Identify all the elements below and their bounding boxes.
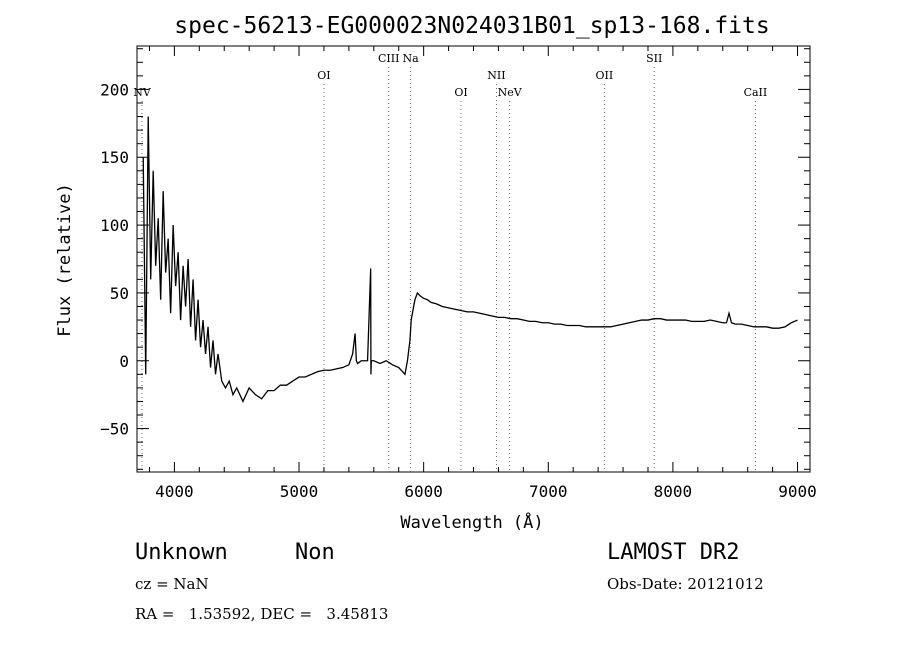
marker-label: CIII	[378, 52, 399, 65]
ra-dec-coordinates: RA = 1.53592, DEC = 3.45813	[135, 605, 389, 623]
x-tick-label: 7000	[529, 482, 568, 501]
subclass-label: Non	[295, 540, 335, 565]
x-tick-label: 4000	[155, 482, 194, 501]
y-tick-label: 150	[100, 148, 129, 167]
obs-date: Obs-Date: 20121012	[607, 575, 764, 593]
marker-label: OI	[454, 86, 467, 99]
marker-label: OII	[596, 69, 614, 82]
plot-frame	[136, 45, 811, 473]
y-tick-label: 50	[110, 284, 129, 303]
marker-label: Na	[402, 52, 419, 65]
marker-label: OI	[317, 69, 330, 82]
spectrum-series-line	[142, 116, 798, 404]
marker-label: NII	[487, 69, 505, 82]
marker-label: NeV	[498, 86, 523, 99]
x-tick-label: 8000	[654, 482, 693, 501]
y-tick-label: 0	[119, 352, 129, 371]
y-tick-label: 200	[100, 80, 129, 99]
x-tick-label: 5000	[280, 482, 319, 501]
x-tick-label: 9000	[778, 482, 817, 501]
class-label: Unknown	[135, 540, 228, 565]
y-tick-label: −50	[100, 420, 129, 439]
chart-title: spec-56213-EG000023N024031B01_sp13-168.f…	[174, 13, 769, 39]
marker-label: CaII	[744, 86, 768, 99]
axis-ticks	[137, 46, 810, 472]
y-axis-label: Flux (relative)	[55, 183, 75, 337]
marker-label: NV	[133, 86, 152, 99]
axis-tick-labels: 4000 5000 6000 7000 8000 9000 −50 0 50 100 150 200	[100, 80, 817, 501]
x-axis-label: Wavelength (Å)	[400, 511, 543, 533]
emission-line-markers: NV OI CIII Na OI NII NeV OII SII CaII	[133, 52, 767, 472]
marker-label: SII	[646, 52, 662, 65]
y-tick-label: 100	[100, 216, 129, 235]
survey-label: LAMOST DR2	[607, 540, 740, 565]
redshift-value: cz = NaN	[135, 575, 209, 593]
x-tick-label: 6000	[404, 482, 443, 501]
